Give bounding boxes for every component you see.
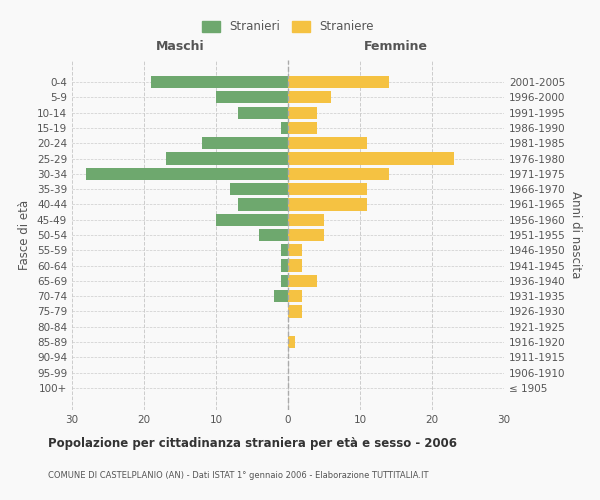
Bar bbox=[288, 229, 324, 241]
Bar bbox=[288, 91, 331, 104]
Bar bbox=[288, 183, 367, 195]
Text: COMUNE DI CASTELPLANIO (AN) - Dati ISTAT 1° gennaio 2006 - Elaborazione TUTTITAL: COMUNE DI CASTELPLANIO (AN) - Dati ISTAT… bbox=[48, 471, 428, 480]
Bar bbox=[281, 244, 288, 256]
Bar bbox=[288, 214, 324, 226]
Bar bbox=[238, 106, 288, 118]
Bar bbox=[288, 275, 317, 287]
Bar bbox=[281, 260, 288, 272]
Bar bbox=[288, 106, 317, 118]
Bar bbox=[288, 198, 367, 210]
Bar bbox=[288, 152, 454, 164]
Bar bbox=[288, 306, 302, 318]
Y-axis label: Anni di nascita: Anni di nascita bbox=[569, 192, 582, 278]
Legend: Stranieri, Straniere: Stranieri, Straniere bbox=[202, 20, 374, 34]
Bar bbox=[166, 152, 288, 164]
Text: Femmine: Femmine bbox=[364, 40, 428, 53]
Bar bbox=[151, 76, 288, 88]
Text: Maschi: Maschi bbox=[155, 40, 205, 53]
Bar bbox=[288, 122, 317, 134]
Bar bbox=[281, 122, 288, 134]
Bar bbox=[281, 275, 288, 287]
Bar bbox=[216, 214, 288, 226]
Bar bbox=[259, 229, 288, 241]
Y-axis label: Fasce di età: Fasce di età bbox=[19, 200, 31, 270]
Bar bbox=[216, 91, 288, 104]
Bar bbox=[288, 260, 302, 272]
Bar bbox=[274, 290, 288, 302]
Bar bbox=[288, 137, 367, 149]
Bar bbox=[288, 336, 295, 348]
Bar bbox=[230, 183, 288, 195]
Bar bbox=[86, 168, 288, 180]
Bar bbox=[288, 168, 389, 180]
Text: Popolazione per cittadinanza straniera per età e sesso - 2006: Popolazione per cittadinanza straniera p… bbox=[48, 437, 457, 450]
Bar bbox=[238, 198, 288, 210]
Bar bbox=[288, 76, 389, 88]
Bar bbox=[202, 137, 288, 149]
Bar bbox=[288, 244, 302, 256]
Bar bbox=[288, 290, 302, 302]
